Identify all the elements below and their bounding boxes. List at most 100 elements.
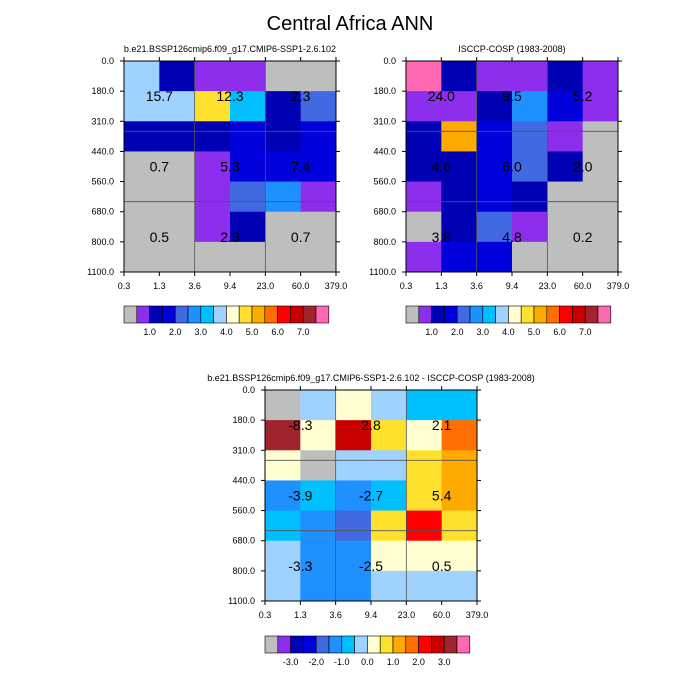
heatmap-cell [230,211,266,243]
y-tick-label: 0.0 [242,385,255,395]
heatmap-cell [335,480,372,511]
heatmap-cell [159,121,196,152]
heatmap-cell [371,390,407,421]
heatmap-cell [300,420,337,451]
heatmap-cell [441,181,478,213]
colorbar-swatch [162,305,176,324]
y-tick-label: 310.0 [91,116,114,126]
colorbar-swatch [290,635,304,654]
heatmap-cell [406,510,443,542]
block-value-label: 12.3 [216,88,243,104]
colorbar-swatch [546,305,560,324]
heatmap-cell [476,181,513,213]
colorbar-label: 1.0 [387,657,400,667]
colorbar-swatch [431,305,445,324]
heatmap-cell [124,61,160,92]
heatmap-cell [335,570,372,602]
heatmap-cell [300,181,337,213]
heatmap-cell [230,181,266,213]
colorbar-swatch [456,305,471,324]
heatmap-cell [441,91,478,122]
colorbar-swatch [533,305,548,324]
heatmap-cell [371,510,407,542]
heatmap-cell [441,420,478,451]
heatmap-cell [371,420,407,451]
heatmap-cell [441,211,478,243]
heatmap-cell [265,211,302,243]
colorbar-swatch [187,305,202,324]
colorbar-swatch [469,305,484,324]
colorbar-swatch [315,305,330,324]
heatmap-cell [124,91,160,122]
heatmap-cell [512,151,548,182]
heatmap-cell [512,121,548,152]
x-tick-label: 9.4 [224,281,237,291]
heatmap-cell [406,121,442,152]
heatmap-cell [230,121,266,152]
x-tick-label: 3.6 [329,610,342,620]
heatmap-cell [265,540,301,572]
x-tick-label: 60.0 [292,281,310,291]
x-tick-label: 1.3 [153,281,166,291]
colorbar-swatch [559,305,573,324]
heatmap-cell [124,181,160,213]
block-value-label: 6.0 [502,159,522,175]
block-value-label: 4.6 [432,159,452,175]
colorbar-swatch [123,305,138,324]
colorbar-swatch [495,305,509,324]
heatmap-cell [159,151,196,182]
x-tick-label: 0.3 [259,610,272,620]
heatmap-cell [441,61,478,92]
heatmap-cell [124,241,160,273]
panel-observation: ISCCP-COSP (1983-2008) 24.0 9.5 5.2 4.6 6.0 2.… [369,44,629,291]
heatmap-cell [300,61,337,92]
heatmap-cell [194,181,231,213]
colorbar-label: 3.0 [195,327,208,337]
y-tick-label: 800.0 [373,237,396,247]
heatmap-cell [300,390,337,421]
colorbar-label: 3.0 [438,657,451,667]
heatmap-cell [265,181,302,213]
heatmap-cell [159,91,196,122]
heatmap-cell [159,211,196,243]
heatmap-cell [124,211,160,243]
heatmap-cell [547,121,584,152]
heatmap-cell [582,151,619,182]
colorbar-swatch [572,305,586,324]
colorbar-swatch [149,305,163,324]
colorbar-label: 1.0 [143,327,156,337]
colorbar-swatch [456,635,471,654]
heatmap-cell [124,121,160,152]
heatmap-cell [159,181,196,213]
y-tick-label: 310.0 [373,116,396,126]
block-value-label: -3.9 [288,488,312,504]
heatmap-cell [476,211,513,243]
heatmap-cell [371,450,407,481]
colorbar-swatch [367,635,381,654]
heatmap-cell [441,480,478,511]
colorbar-swatch [443,635,458,654]
colorbar-label: 4.0 [220,327,233,337]
heatmap-cell [547,241,584,273]
heatmap-cell [406,151,442,182]
heatmap-cell [406,570,443,602]
block-value-label: -2.5 [359,558,383,574]
heatmap-cell [512,241,548,273]
colorbar-swatch [290,305,304,324]
block-value-label: 2.3 [220,229,240,245]
block-value-label: 2.8 [361,417,381,433]
colorbar-label: 2.0 [451,327,464,337]
figure-title: Central Africa ANN [267,13,434,35]
heatmap-cell [265,480,301,511]
colorbar-swatch [379,635,394,654]
colorbar-swatch [264,305,278,324]
y-tick-label: 1100.0 [228,596,255,606]
y-tick-label: 680.0 [232,536,255,546]
heatmap-cell [441,151,478,182]
colorbar-swatch [277,305,291,324]
colorbar-swatch [482,305,496,324]
colorbar-swatch [418,635,432,654]
heatmap-cell [300,211,337,243]
colorbar-swatch [508,305,522,324]
colorbar-label: 0.0 [361,657,374,667]
